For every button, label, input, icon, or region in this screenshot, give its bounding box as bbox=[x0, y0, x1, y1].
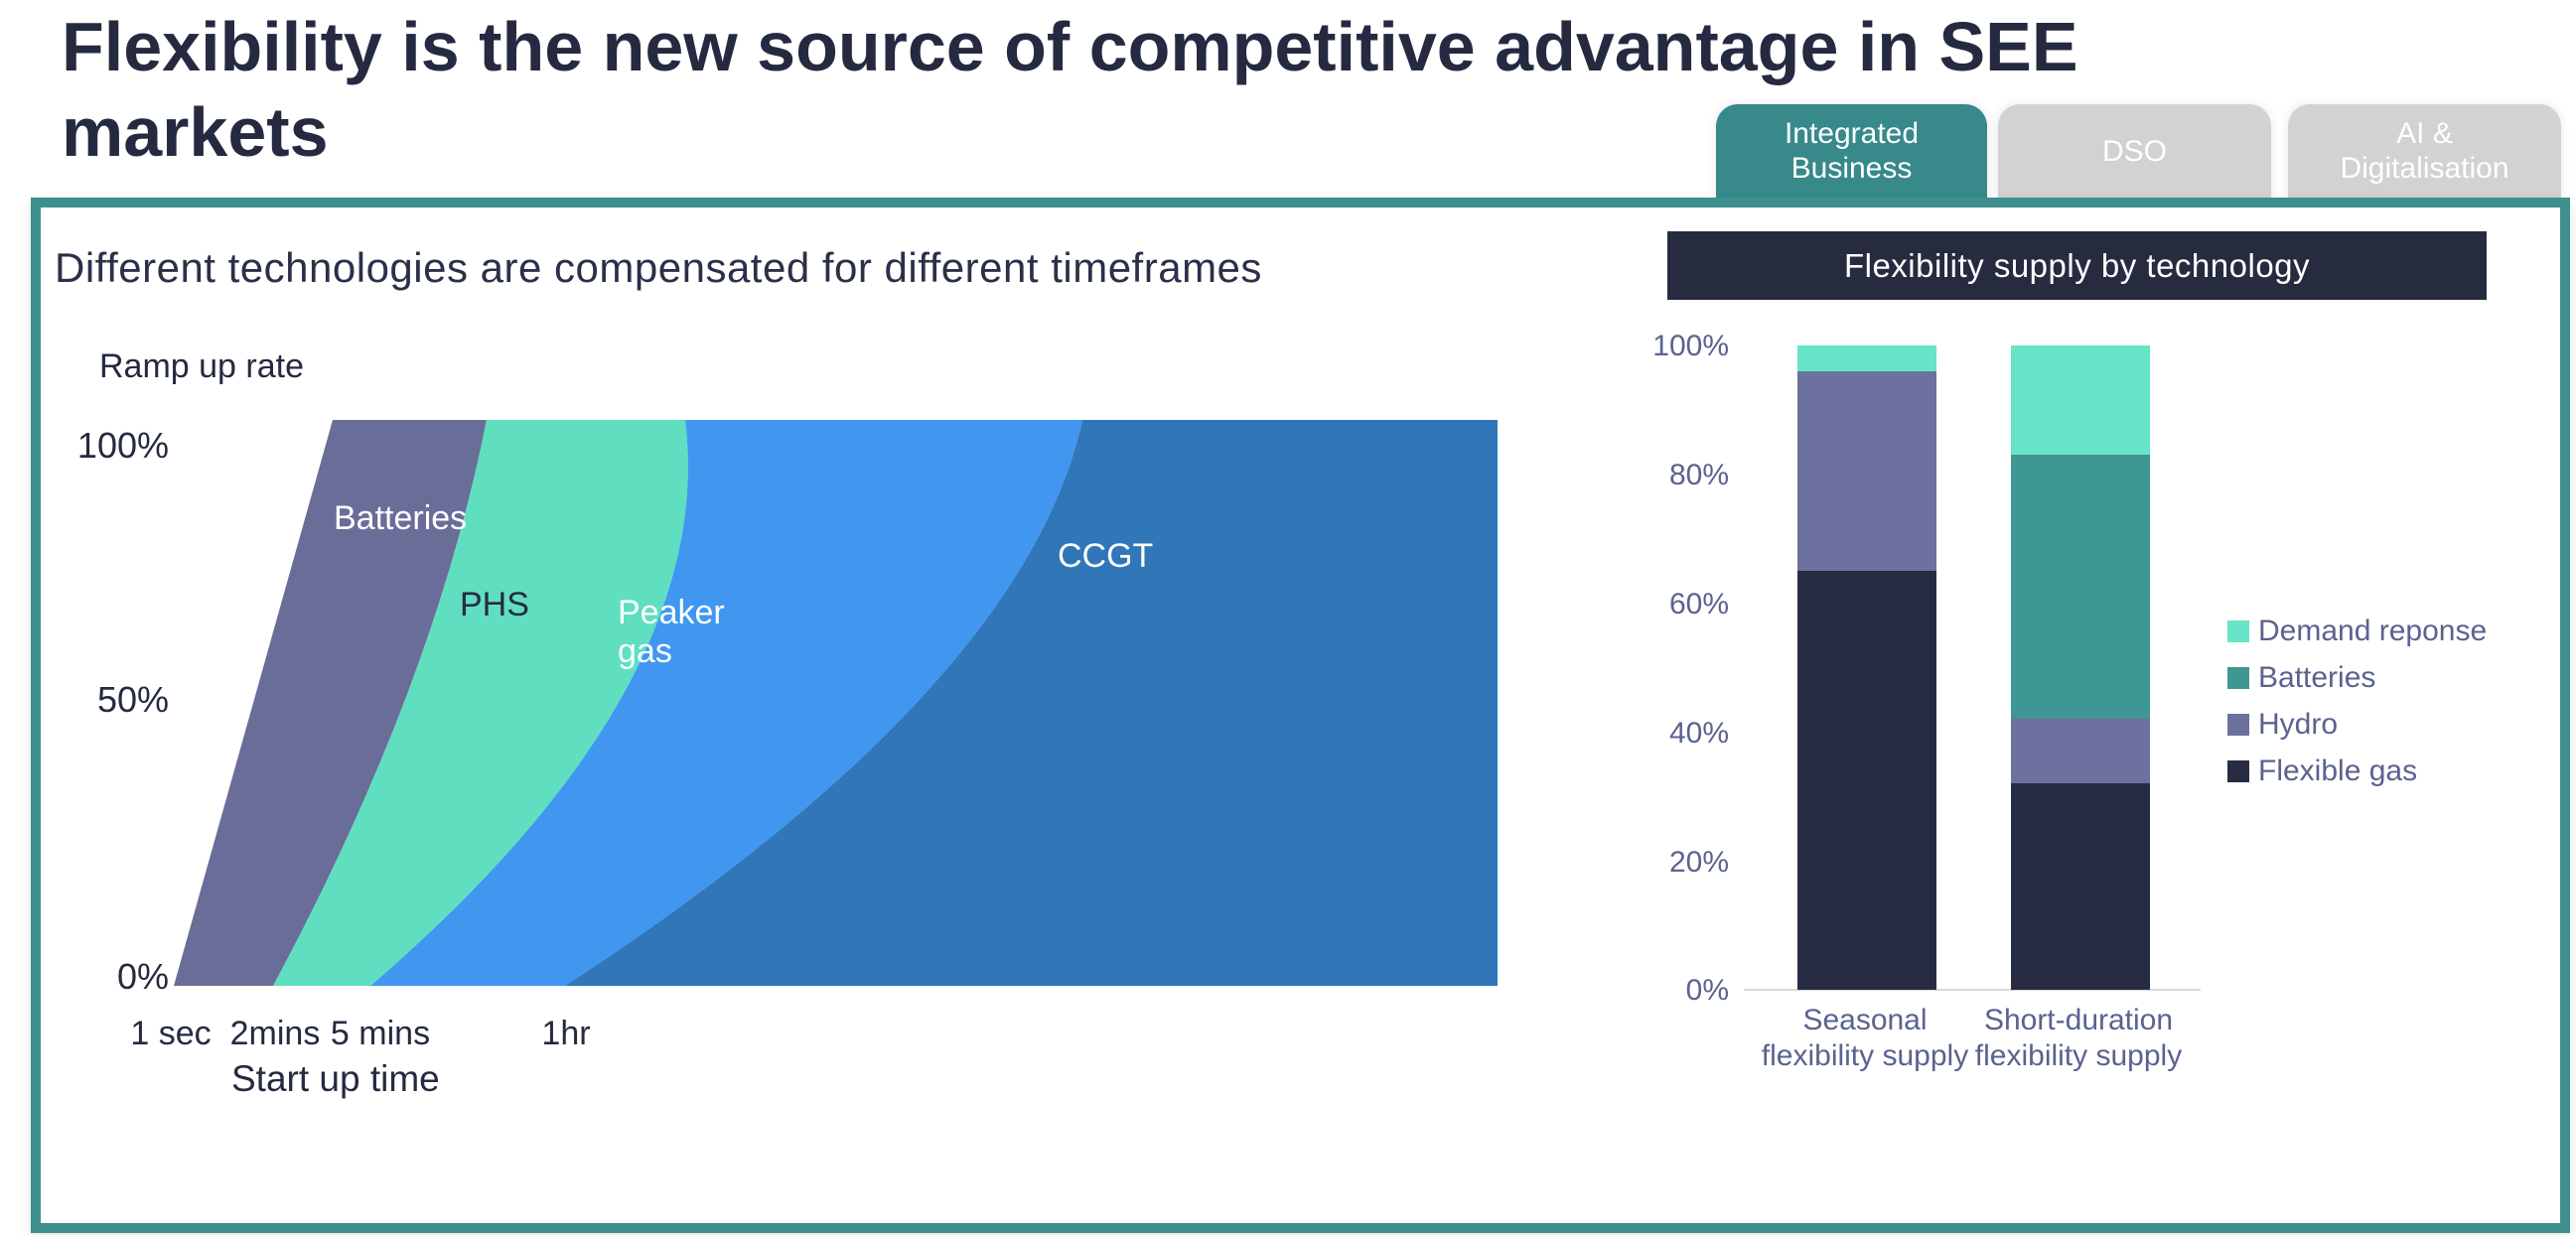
right-chart-baseline bbox=[1744, 989, 2201, 991]
legend-swatch-demand-response bbox=[2227, 619, 2249, 642]
right-chart-ytick-60: 60% bbox=[1668, 588, 1729, 620]
left-chart-ytick-100: 100% bbox=[76, 425, 169, 466]
legend-label: Hydro bbox=[2258, 707, 2339, 741]
legend-item-batteries: Batteries bbox=[2227, 654, 2487, 701]
left-chart-title: Different technologies are compensated f… bbox=[55, 244, 1262, 291]
area-batteries bbox=[174, 420, 487, 986]
right-chart-ytick-0: 0% bbox=[1685, 974, 1729, 1007]
stacked-bar-seasonal bbox=[1797, 345, 1936, 990]
left-chart-xtick-2mins: 2mins bbox=[229, 1015, 321, 1052]
legend-swatch-flexible-gas bbox=[2227, 759, 2249, 782]
area-label-ccgt: CCGT bbox=[1058, 537, 1154, 575]
legend-swatch-batteries bbox=[2227, 666, 2249, 689]
legend-item-flexible-gas: Flexible gas bbox=[2227, 748, 2487, 794]
right-chart-ytick-40: 40% bbox=[1668, 717, 1729, 750]
slide-title-line2: markets bbox=[62, 93, 329, 171]
category-label-line1: Seasonal bbox=[1802, 1004, 1928, 1036]
right-chart-title-bar: Flexibility supply by technology bbox=[1667, 231, 2487, 300]
tab-label: DSO bbox=[2101, 134, 2167, 168]
slide-title-line1: Flexibility is the new source of competi… bbox=[62, 8, 2078, 85]
category-label-line2: flexibility supply bbox=[1974, 1039, 2183, 1072]
slide-title: Flexibility is the new source of competi… bbox=[62, 4, 2524, 175]
legend-item-hydro: Hydro bbox=[2227, 701, 2487, 748]
category-label-line2: flexibility supply bbox=[1761, 1039, 1969, 1072]
tab-label: Integrated bbox=[1784, 117, 1920, 150]
legend-label: Demand reponse bbox=[2258, 614, 2488, 647]
left-chart-xtick-1sec: 1 sec bbox=[130, 1015, 212, 1052]
left-chart-ytick-50: 50% bbox=[96, 679, 169, 720]
bar-segment-hydro bbox=[1797, 370, 1936, 572]
area-peaker-gas bbox=[370, 420, 1082, 986]
bar-segment-demand-reponse bbox=[1797, 345, 1936, 371]
right-chart-ytick-20: 20% bbox=[1668, 846, 1729, 879]
left-chart-y-axis-title: Ramp up rate bbox=[99, 347, 304, 385]
legend-swatch-hydro bbox=[2227, 713, 2249, 736]
tab-dso[interactable]: DSO bbox=[1998, 104, 2271, 198]
area-label-peaker-gas: Peaker gas bbox=[618, 594, 725, 670]
left-chart-ytick-0: 0% bbox=[116, 956, 169, 997]
bar-segment-flexible-gas bbox=[1797, 571, 1936, 990]
bar-segment-demand-reponse bbox=[2011, 345, 2150, 456]
right-chart-category-short-duration: Short-duration flexibility supply bbox=[1915, 1003, 2242, 1074]
right-chart-legend: Demand reponse Batteries Hydro Flexible … bbox=[2227, 608, 2487, 794]
tab-ai-digitalisation[interactable]: AI & Digitalisation bbox=[2288, 104, 2561, 198]
legend-label: Flexible gas bbox=[2258, 754, 2418, 787]
right-chart-category-seasonal: Seasonal flexibility supply bbox=[1701, 1003, 2029, 1074]
stacked-bar-short-duration bbox=[2011, 345, 2150, 990]
right-chart-ytick-80: 80% bbox=[1668, 459, 1729, 491]
area-ccgt bbox=[565, 420, 1498, 986]
bar-segment-hydro bbox=[2011, 719, 2150, 784]
area-label-phs: PHS bbox=[460, 586, 529, 623]
left-chart-xtick-1hr: 1hr bbox=[541, 1015, 591, 1052]
right-chart-ytick-100: 100% bbox=[1652, 330, 1729, 362]
bar-segment-flexible-gas bbox=[2011, 783, 2150, 990]
tab-label: AI & bbox=[2396, 117, 2453, 150]
left-chart-xtick-5mins: 5 mins bbox=[330, 1015, 431, 1052]
area-label-batteries: Batteries bbox=[334, 499, 468, 537]
tab-label: Digitalisation bbox=[2340, 152, 2509, 185]
left-chart-x-axis-title: Start up time bbox=[231, 1058, 440, 1099]
legend-label: Batteries bbox=[2258, 660, 2376, 694]
tab-label: Business bbox=[1790, 152, 1913, 185]
legend-item-demand-response: Demand reponse bbox=[2227, 608, 2487, 654]
area-phs bbox=[273, 420, 688, 986]
bar-segment-batteries bbox=[2011, 455, 2150, 720]
tab-integrated-business[interactable]: Integrated Business bbox=[1716, 104, 1987, 198]
category-label-line1: Short-duration bbox=[1983, 1004, 2174, 1036]
area-chart bbox=[174, 420, 1498, 986]
